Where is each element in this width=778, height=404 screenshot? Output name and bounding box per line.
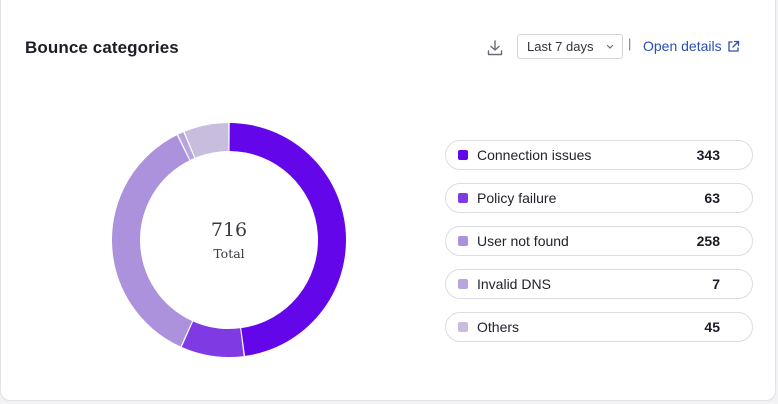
donut-slice-others[interactable] bbox=[184, 123, 229, 158]
legend-label: Others bbox=[477, 319, 520, 335]
legend-label: User not found bbox=[477, 233, 569, 249]
header-separator: | bbox=[628, 36, 632, 51]
chevron-down-icon bbox=[606, 44, 614, 49]
legend-item-invalid-dns[interactable]: Invalid DNS 7 bbox=[445, 269, 753, 299]
legend-swatch bbox=[458, 150, 468, 160]
donut-slice-user-not-found[interactable] bbox=[111, 135, 193, 347]
legend-item-connection-issues[interactable]: Connection issues 343 bbox=[445, 140, 753, 170]
legend-swatch bbox=[458, 236, 468, 246]
legend-value: 258 bbox=[696, 233, 720, 249]
open-details-label: Open details bbox=[643, 38, 722, 54]
chart-legend: Connection issues 343 Policy failure 63 User… bbox=[445, 140, 753, 355]
legend-swatch bbox=[458, 322, 468, 332]
legend-value: 63 bbox=[704, 190, 720, 206]
date-range-value: Last 7 days bbox=[527, 39, 594, 54]
total-value: 716 bbox=[210, 219, 248, 241]
legend-item-user-not-found[interactable]: User not found 258 bbox=[445, 226, 753, 256]
legend-swatch bbox=[458, 193, 468, 203]
download-icon[interactable] bbox=[486, 39, 504, 57]
card-title: Bounce categories bbox=[25, 38, 179, 57]
donut-slice-invalid-dns[interactable] bbox=[178, 132, 195, 160]
external-link-icon bbox=[727, 40, 739, 52]
legend-label: Invalid DNS bbox=[477, 276, 551, 292]
donut-slice-connection-issues[interactable] bbox=[229, 123, 347, 356]
legend-label: Connection issues bbox=[477, 147, 592, 163]
date-range-select[interactable]: Last 7 days bbox=[517, 34, 623, 59]
legend-value: 45 bbox=[704, 319, 720, 335]
legend-value: 7 bbox=[712, 276, 720, 292]
legend-swatch bbox=[458, 279, 468, 289]
legend-value: 343 bbox=[696, 147, 720, 163]
legend-label: Policy failure bbox=[477, 190, 557, 206]
legend-item-others[interactable]: Others 45 bbox=[445, 312, 753, 342]
legend-item-policy-failure[interactable]: Policy failure 63 bbox=[445, 183, 753, 213]
donut-slice-policy-failure[interactable] bbox=[181, 321, 244, 357]
total-label: Total bbox=[213, 246, 245, 261]
open-details-link[interactable]: Open details bbox=[643, 38, 740, 54]
